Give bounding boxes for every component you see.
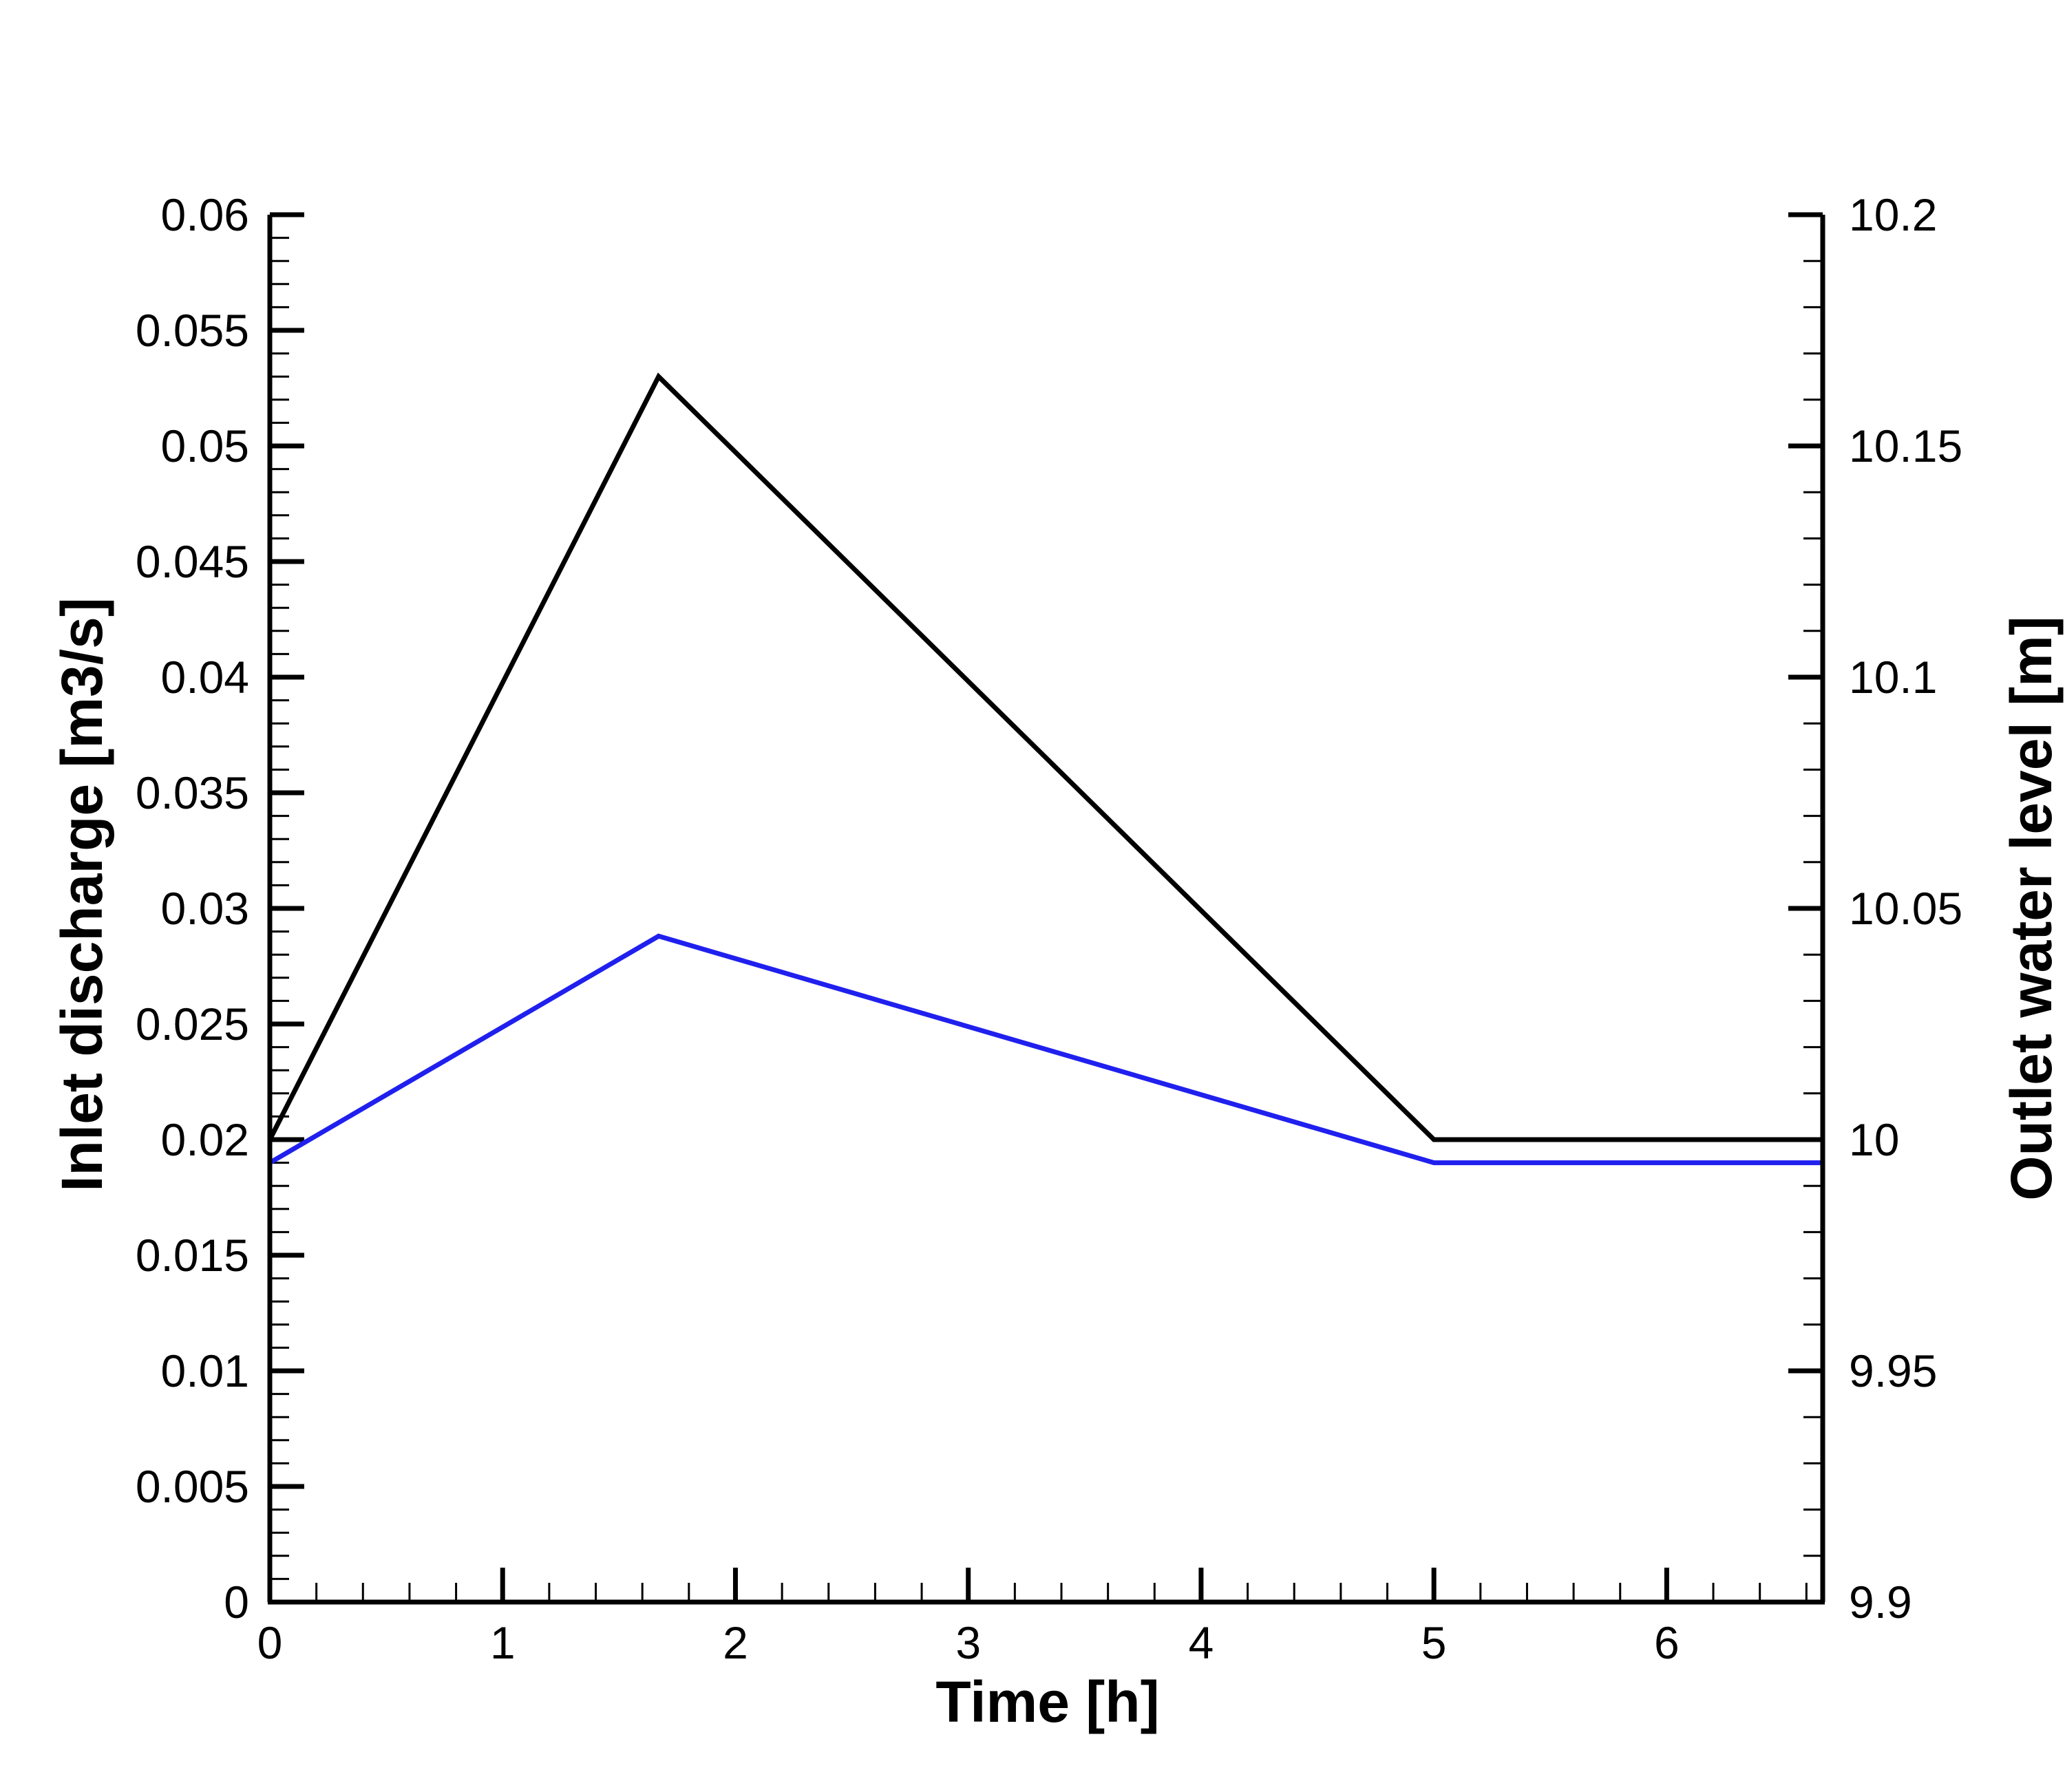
y-tick-label: 0.06 — [161, 189, 249, 240]
y-tick-label: 0.02 — [161, 1114, 249, 1165]
y2-tick-label: 9.9 — [1849, 1577, 1912, 1628]
y-tick-label: 0.01 — [161, 1345, 249, 1396]
x-tick-label: 6 — [1654, 1617, 1680, 1668]
y-tick-label: 0.05 — [161, 420, 249, 471]
y-tick-label: 0.03 — [161, 883, 249, 934]
y-tick-label: 0.04 — [161, 652, 249, 703]
y-tick-label: 0 — [224, 1577, 249, 1628]
x-tick-label: 0 — [257, 1617, 283, 1668]
x-axis-title: Time [h] — [935, 1670, 1159, 1734]
series-line-outlet-water-level — [268, 933, 1823, 1166]
x-tick-label: 4 — [1189, 1617, 1214, 1668]
x-tick-label: 3 — [955, 1617, 981, 1668]
series-layer — [267, 372, 1823, 1166]
y-tick-label: 0.005 — [136, 1461, 249, 1512]
y2-axis-title: Outlet water level [m] — [1999, 616, 2064, 1201]
labels-layer: 0 1 2 3 4 5 6 0 0.005 0.01 0.015 0.02 0.025 0.03 0.035… — [136, 189, 1962, 1668]
y-axis-title: Inlet discharge [m3/s] — [50, 597, 114, 1192]
y-tick-label: 0.035 — [136, 767, 249, 818]
plot-frame — [267, 215, 1825, 1605]
y2-tick-label: 10.2 — [1849, 189, 1937, 240]
y2-tick-label: 10.15 — [1849, 420, 1962, 471]
y-tick-label: 0.015 — [136, 1230, 249, 1281]
y2-tick-label: 9.95 — [1849, 1345, 1937, 1396]
series-line-inlet-discharge — [267, 372, 1823, 1142]
y2-tick-label: 10.05 — [1849, 883, 1962, 934]
x-tick-label: 5 — [1421, 1617, 1447, 1668]
x-tick-label: 2 — [723, 1617, 748, 1668]
ticks-layer — [267, 212, 1823, 1605]
y-tick-label: 0.055 — [136, 305, 249, 356]
y2-tick-label: 10 — [1849, 1114, 1899, 1165]
y-tick-label: 0.025 — [136, 999, 249, 1049]
y2-tick-label: 10.1 — [1849, 652, 1937, 703]
x-tick-label: 1 — [490, 1617, 516, 1668]
y-tick-label: 0.045 — [136, 536, 249, 587]
